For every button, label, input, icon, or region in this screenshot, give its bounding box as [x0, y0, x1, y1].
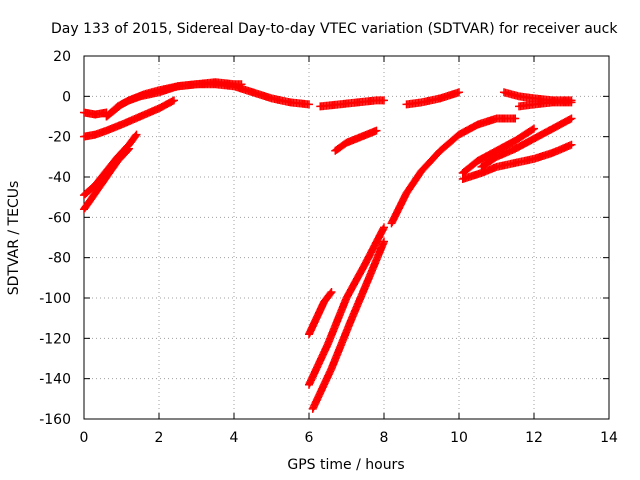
- series-track-05: [80, 130, 141, 200]
- x-tick-label: 10: [450, 430, 468, 446]
- x-tick-label: 2: [155, 430, 164, 446]
- y-tick-label: -100: [39, 291, 71, 307]
- y-axis-label: SDTVAR / TECUs: [6, 181, 22, 296]
- data-point: [380, 96, 388, 105]
- y-tick-label: -80: [48, 251, 71, 267]
- series-track-13: [402, 88, 463, 109]
- series-track-07: [305, 287, 336, 339]
- data-point: [455, 88, 463, 97]
- y-tick-label: 0: [62, 89, 71, 105]
- x-tick-label: 6: [305, 430, 314, 446]
- x-tick-label: 0: [80, 430, 89, 446]
- series-track-08: [305, 223, 388, 389]
- series-track-16: [477, 114, 576, 171]
- y-tick-label: -60: [48, 210, 71, 226]
- data-point: [305, 100, 313, 109]
- x-tick-label: 14: [600, 430, 618, 446]
- data-point: [326, 289, 335, 298]
- series-track-15: [458, 140, 576, 184]
- plot-frame: [83, 55, 610, 420]
- data-point: [170, 96, 178, 105]
- data-point: [131, 131, 140, 140]
- y-tick-label: -20: [48, 130, 71, 146]
- series-track-18: [515, 98, 576, 111]
- series-track-11: [316, 96, 388, 111]
- data-point: [125, 144, 133, 153]
- tick-labels: 0 2 4 6 8 10 12 14 -160 -140 -120 -100 -80 -60 -40 -20 0…: [39, 49, 618, 446]
- data-point: [380, 223, 388, 232]
- y-tick-label: -140: [39, 372, 71, 388]
- data-point: [567, 98, 576, 107]
- series-track-10: [331, 126, 381, 155]
- series-track-09: [308, 237, 388, 413]
- data-points: [80, 78, 576, 413]
- x-tick-label: 4: [230, 430, 239, 446]
- chart-title: Day 133 of 2015, Sidereal Day-to-day VTE…: [51, 21, 618, 37]
- x-tick-label: 8: [380, 430, 389, 446]
- data-point: [511, 114, 520, 123]
- series-track-14: [458, 124, 538, 177]
- x-axis-label: GPS time / hours: [287, 457, 404, 473]
- y-tick-label: -40: [48, 170, 71, 186]
- series-track-03: [80, 96, 178, 141]
- data-point: [528, 125, 537, 134]
- data-point: [237, 80, 246, 89]
- data-point: [123, 145, 132, 154]
- data-point: [567, 140, 576, 149]
- x-tick-label: 12: [525, 430, 543, 446]
- data-point: [567, 114, 576, 123]
- axis-ticks: [83, 55, 610, 420]
- y-tick-label: -160: [39, 412, 71, 428]
- y-tick-label: -120: [39, 331, 71, 347]
- data-point: [327, 287, 336, 296]
- series-track-04: [102, 78, 246, 121]
- data-point: [380, 237, 388, 246]
- data-point: [132, 130, 141, 139]
- series-track-12: [387, 114, 520, 228]
- data-point: [530, 124, 538, 133]
- data-point: [372, 126, 381, 135]
- series-track-06: [80, 144, 133, 214]
- y-tick-label: 20: [53, 49, 71, 65]
- grid-lines: [84, 56, 609, 419]
